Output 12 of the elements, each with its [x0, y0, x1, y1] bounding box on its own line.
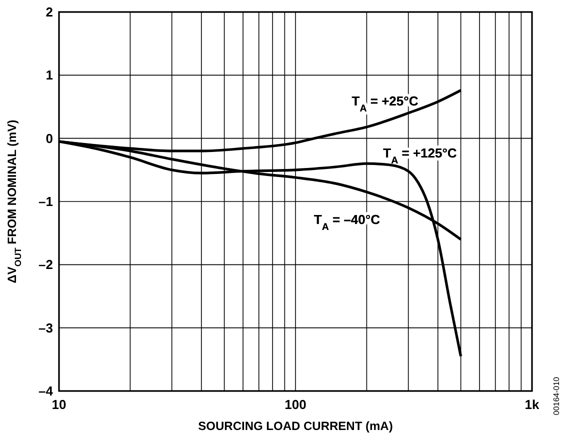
x-tick-label: 1k	[524, 397, 540, 412]
y-tick-label: –1	[38, 194, 53, 209]
y-tick-label: 2	[46, 4, 53, 20]
y-tick-label: –4	[38, 384, 54, 398]
text: 00164-010	[552, 376, 561, 416]
x-tick-label: 100	[284, 397, 306, 412]
y-tick-label: 1	[46, 68, 53, 83]
y-tick-label: 0	[46, 130, 53, 146]
x-axis-title: SOURCING LOAD CURRENT (mA)	[198, 419, 393, 433]
y-tick-label: –2	[38, 257, 53, 272]
y-tick-label: –3	[38, 320, 53, 336]
x-tick-label: 10	[52, 397, 66, 412]
